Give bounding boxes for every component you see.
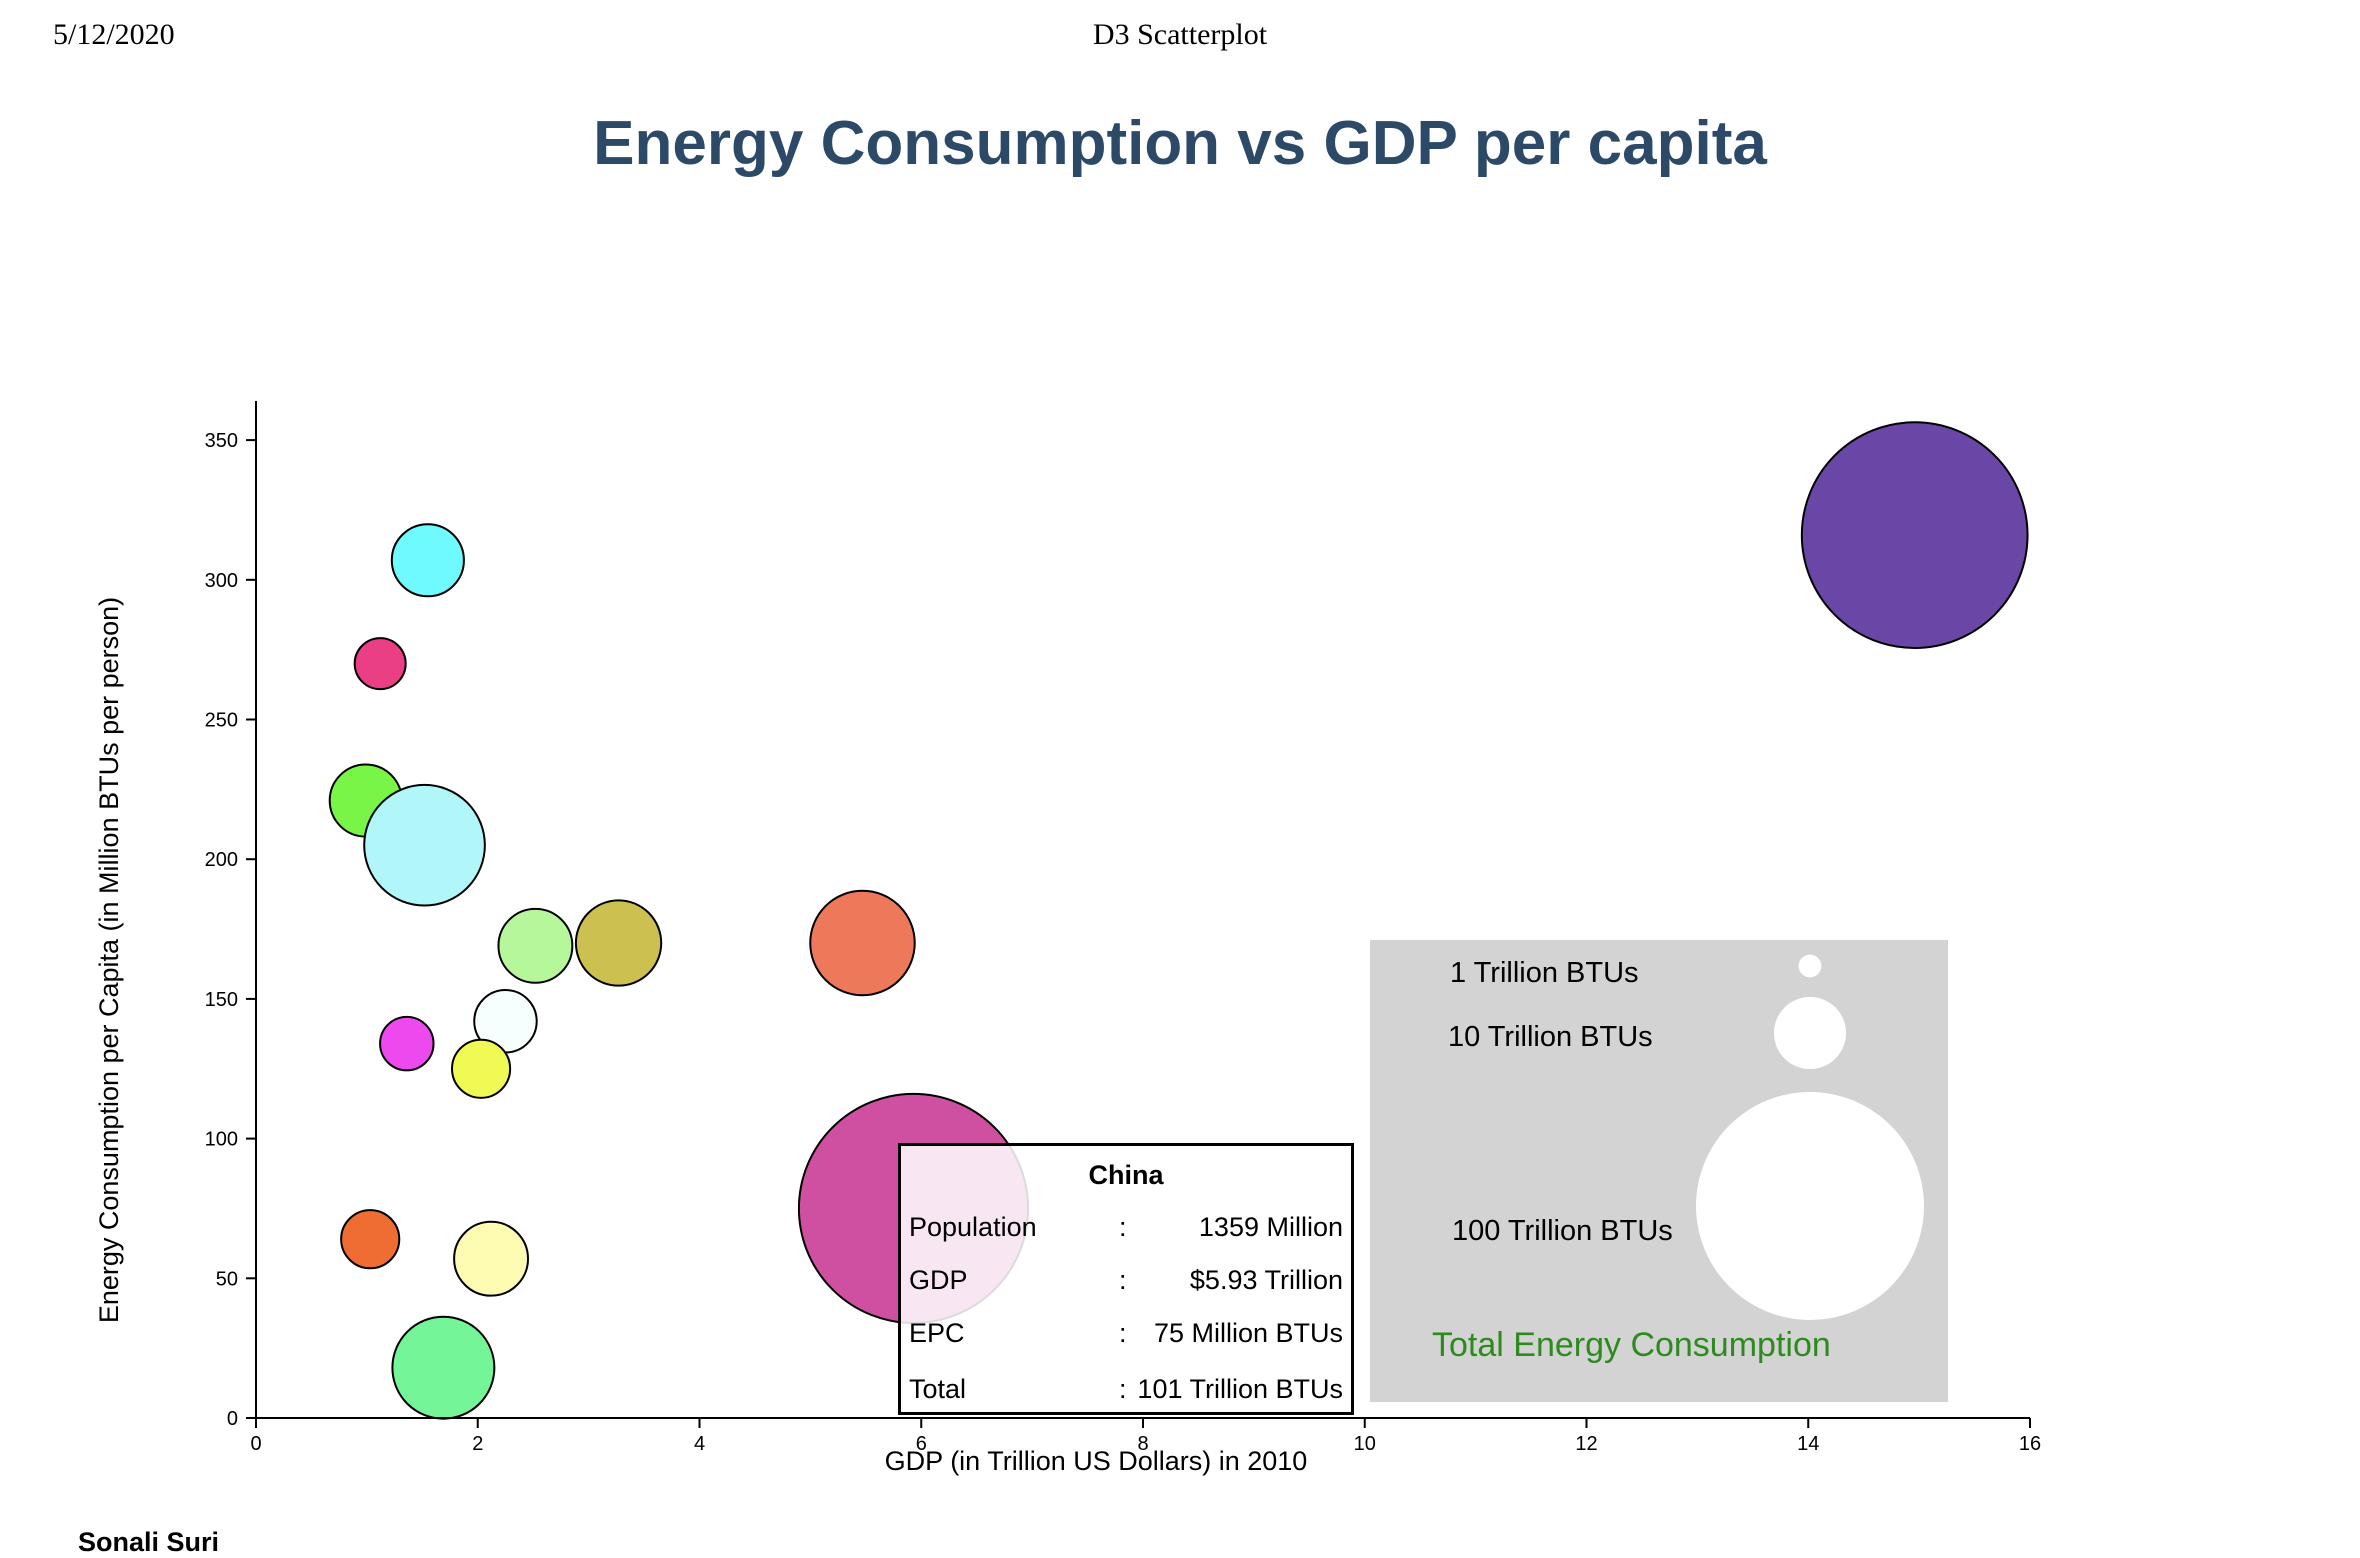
x-tick-label: 14 (1797, 1433, 1819, 1455)
data-point (363, 783, 486, 907)
legend-title: Total Energy Consumption (1432, 1326, 1831, 1364)
y-tick-label: 100 (205, 1129, 238, 1151)
x-tick-label: 10 (1354, 1433, 1376, 1455)
y-tick-label: 300 (205, 570, 238, 592)
data-point (379, 1015, 435, 1072)
x-axis-label: GDP (in Trillion US Dollars) in 2010 (885, 1446, 1308, 1476)
legend-size-circle (1696, 1092, 1924, 1320)
tooltip-colon: : (1119, 1212, 1127, 1242)
x-tick-label: 6 (916, 1433, 927, 1455)
legend-size-circle (1798, 954, 1822, 978)
tooltip-value: 75 Million BTUs (1153, 1318, 1343, 1348)
tooltip-row: Total : 101 Trillion BTUs (909, 1374, 1343, 1408)
tooltip-row: GDP : $5.93 Trillion (909, 1265, 1343, 1299)
y-tick-label: 250 (205, 710, 238, 732)
tooltip-colon: : (1119, 1318, 1127, 1348)
x-tick-label: 8 (1137, 1433, 1148, 1455)
tooltip-row: EPC : 75 Million BTUs (909, 1318, 1343, 1352)
axes: 0 2 4 6 8 10 12 14 16 0 50 100 150 200 250 300 350 (205, 401, 2041, 1455)
y-tick-label: 200 (205, 849, 238, 871)
legend-label: 10 Trillion BTUs (1448, 1021, 1653, 1053)
size-legend: 1 Trillion BTUs 10 Trillion BTUs 100 Trill… (1370, 940, 1948, 1402)
print-date: 5/12/2020 (53, 18, 175, 51)
tooltip-value: $5.93 Trillion (1189, 1265, 1343, 1295)
tooltip-colon: : (1119, 1374, 1127, 1404)
tooltip-key: Population (909, 1212, 1037, 1242)
data-point (391, 1315, 496, 1420)
data-point (497, 907, 574, 984)
data-point (809, 889, 916, 997)
tooltip-row: Population : 1359 Million (909, 1212, 1343, 1246)
y-tick-label: 0 (227, 1408, 238, 1430)
tooltip-country-name: China (1088, 1160, 1164, 1190)
data-point (451, 1038, 512, 1099)
x-tick-label: 12 (1575, 1433, 1597, 1455)
y-tick-label: 150 (205, 989, 238, 1011)
data-point (340, 1209, 401, 1270)
x-tick-label: 16 (2019, 1433, 2041, 1455)
author-name: Sonali Suri (78, 1527, 220, 1557)
x-tick-label: 2 (472, 1433, 483, 1455)
tooltip: China Population : 1359 Million GDP : $5… (898, 1143, 1354, 1415)
y-axis-label: Energy Consumption per Capita (in Millio… (94, 597, 124, 1323)
tooltip-key: Total (909, 1374, 967, 1404)
legend-size-circle (1773, 996, 1847, 1070)
data-points (328, 421, 2029, 1420)
y-tick-label: 50 (216, 1268, 238, 1290)
data-point (574, 899, 663, 987)
x-tick-label: 4 (694, 1433, 705, 1455)
tooltip-colon: : (1119, 1265, 1127, 1295)
legend-label: 100 Trillion BTUs (1452, 1215, 1673, 1247)
tooltip-value: 101 Trillion BTUs (1137, 1374, 1343, 1404)
data-point (390, 523, 465, 598)
tooltip-value: 1359 Million (1198, 1212, 1343, 1242)
y-tick-label: 350 (205, 430, 238, 452)
tooltip-key: GDP (909, 1265, 968, 1295)
x-tick-label: 0 (250, 1433, 261, 1455)
legend-label: 1 Trillion BTUs (1450, 957, 1639, 989)
data-point (1800, 421, 2029, 649)
data-point (453, 1220, 529, 1297)
tooltip-key: EPC (909, 1318, 965, 1348)
data-point (353, 637, 407, 691)
print-page-title: D3 Scatterplot (1092, 18, 1268, 51)
chart-title: Energy Consumption vs GDP per capita (593, 109, 1767, 178)
